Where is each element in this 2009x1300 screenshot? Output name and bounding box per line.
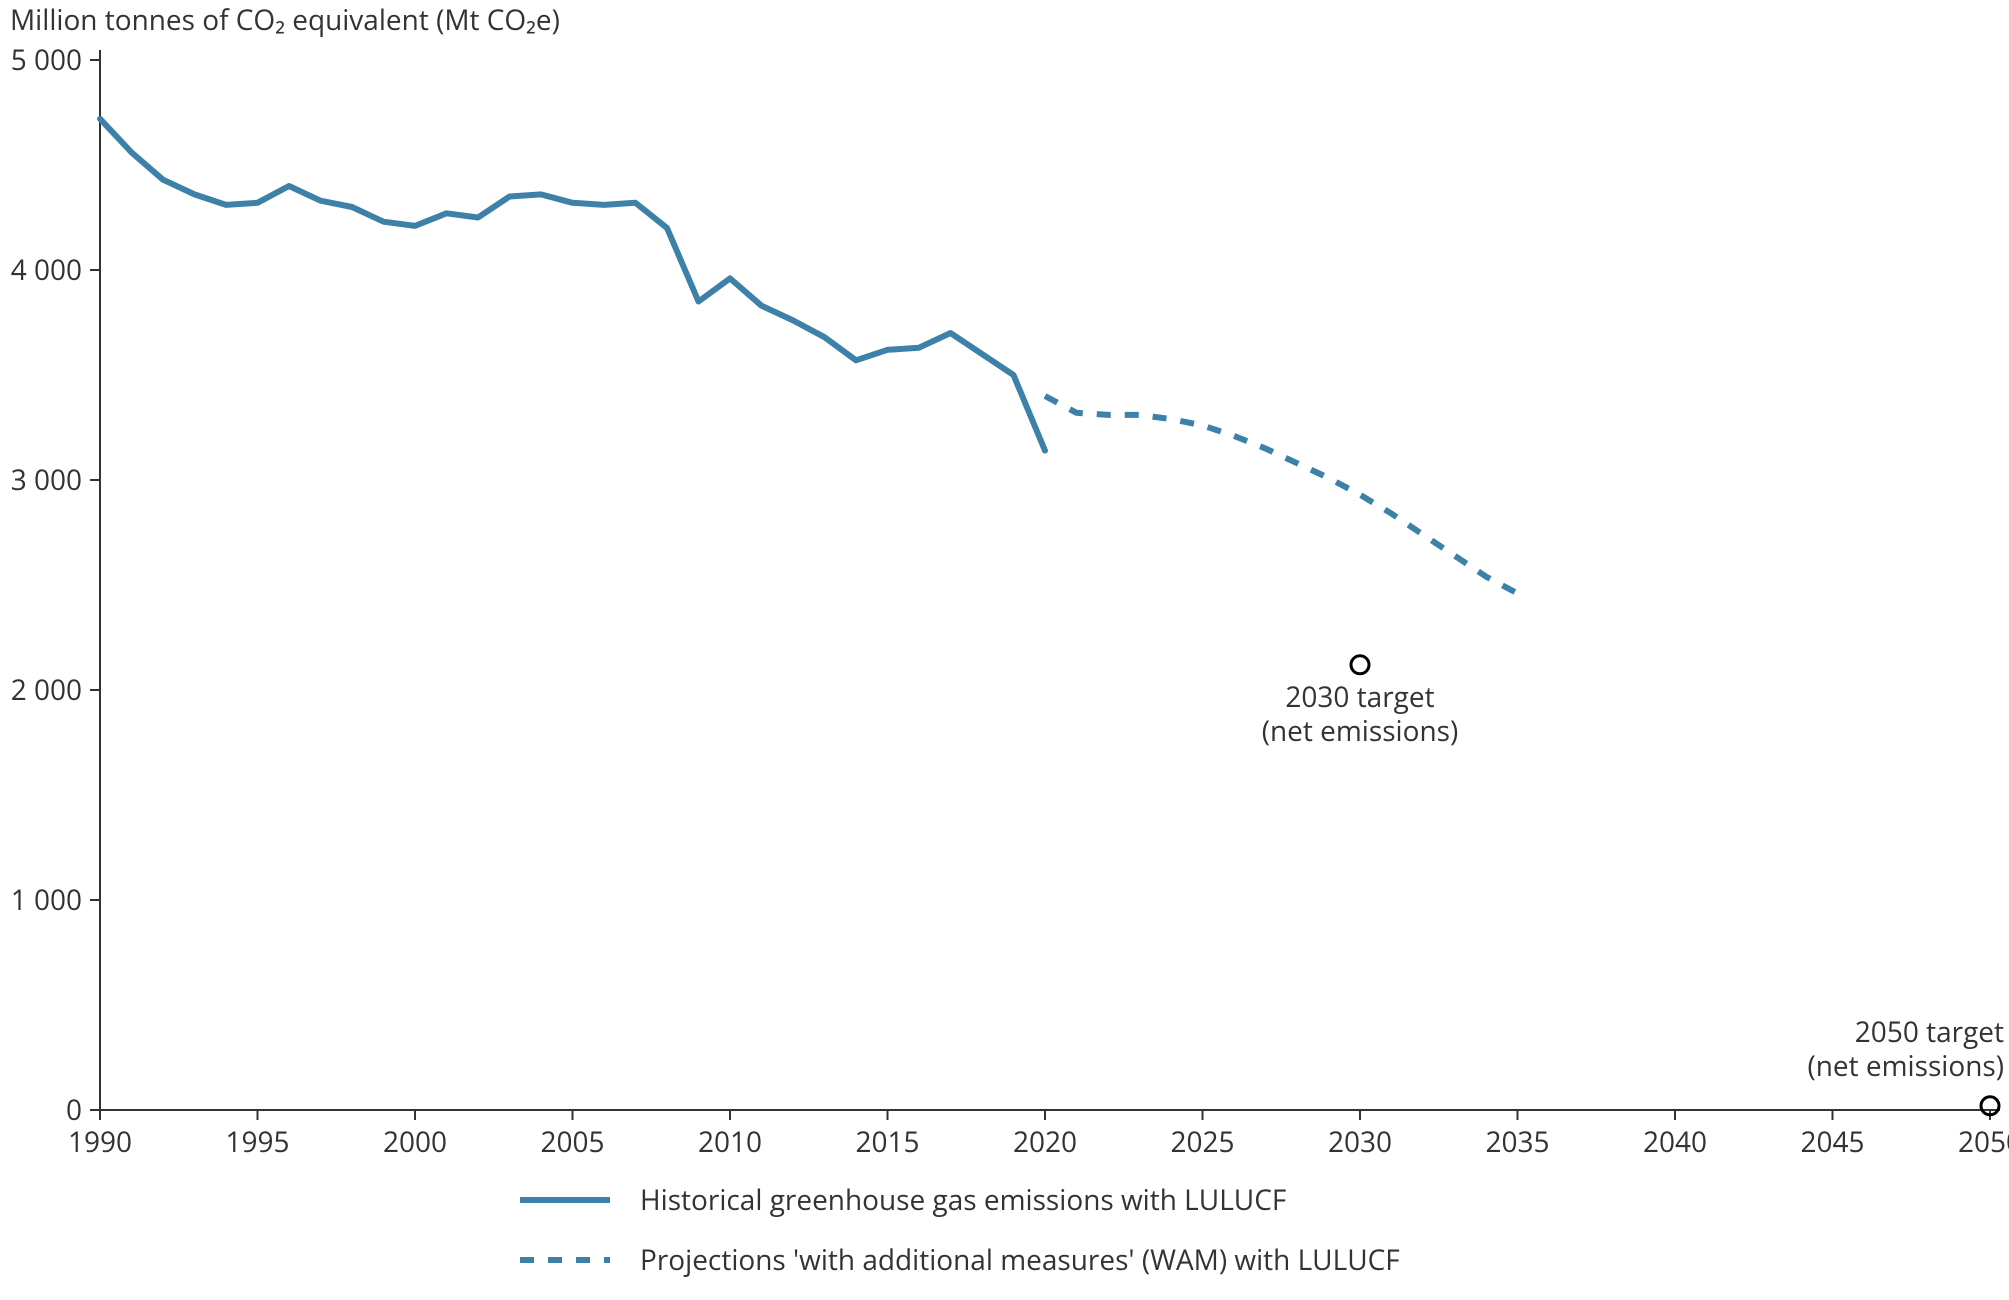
x-tick-label: 2040 [1643, 1123, 1707, 1161]
x-tick-label: 2015 [855, 1123, 919, 1161]
legend-label-historical: Historical greenhouse gas emissions with… [640, 1181, 1286, 1219]
emissions-chart: Million tonnes of CO₂ equivalent (Mt CO₂… [0, 0, 2009, 1300]
x-tick-label: 2045 [1800, 1123, 1864, 1161]
y-tick-label: 1 000 [11, 881, 82, 919]
x-tick-label: 2035 [1485, 1123, 1549, 1161]
x-tick-label: 2025 [1170, 1123, 1234, 1161]
legend-label-projection: Projections 'with additional measures' (… [640, 1241, 1400, 1279]
chart-svg: Million tonnes of CO₂ equivalent (Mt CO₂… [0, 0, 2009, 1300]
target-2030-label: 2030 target [1285, 678, 1434, 716]
target-2050-label: (net emissions) [1808, 1047, 2005, 1085]
target-2030-label: (net emissions) [1262, 712, 1459, 750]
y-axis-title: Million tonnes of CO₂ equivalent (Mt CO₂… [10, 1, 560, 39]
x-tick-label: 2050 [1958, 1123, 2009, 1161]
y-tick-label: 5 000 [11, 41, 82, 79]
x-tick-label: 1990 [68, 1123, 132, 1161]
y-tick-label: 3 000 [11, 461, 82, 499]
target-2050-label: 2050 target [1855, 1013, 2004, 1051]
x-tick-label: 2010 [698, 1123, 762, 1161]
x-tick-label: 1995 [225, 1123, 289, 1161]
y-tick-label: 4 000 [11, 251, 82, 289]
x-tick-label: 2020 [1013, 1123, 1077, 1161]
x-tick-label: 2000 [383, 1123, 447, 1161]
x-tick-label: 2005 [540, 1123, 604, 1161]
x-tick-label: 2030 [1328, 1123, 1392, 1161]
y-tick-label: 2 000 [11, 671, 82, 709]
